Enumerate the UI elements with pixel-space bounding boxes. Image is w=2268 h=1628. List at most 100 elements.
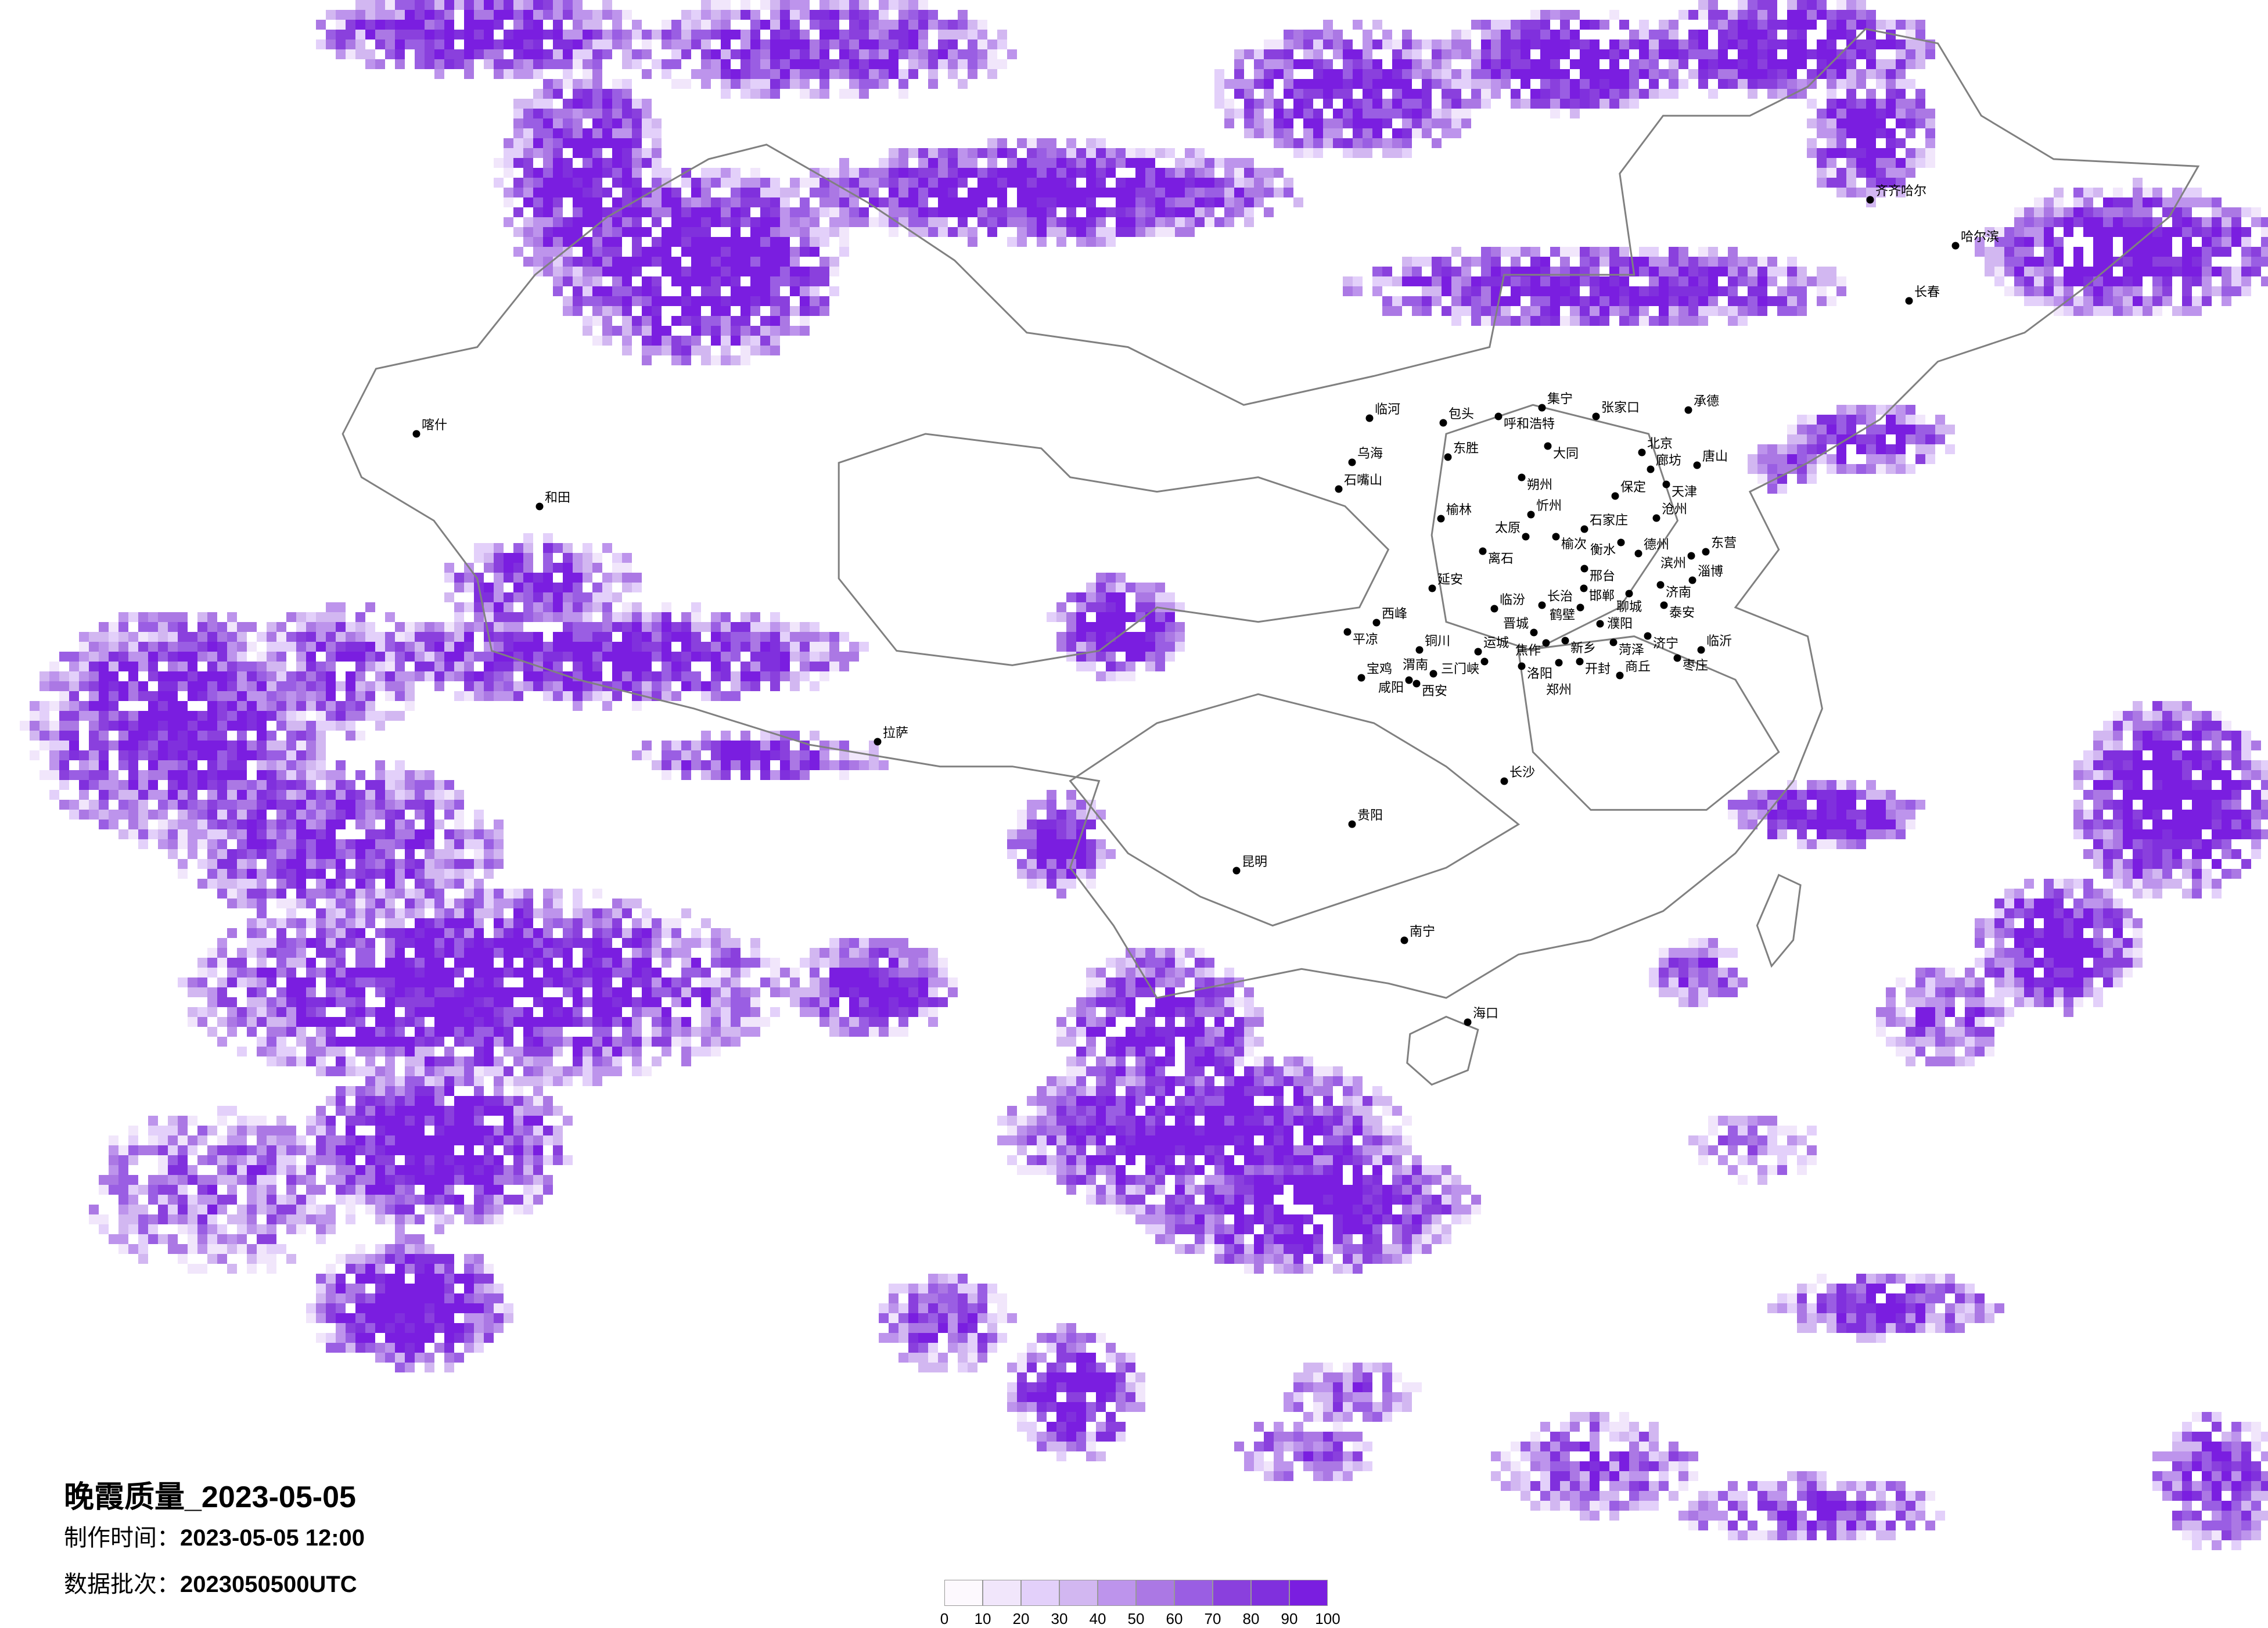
city-dot bbox=[1698, 646, 1705, 654]
city-dot bbox=[1610, 639, 1618, 646]
city-label: 忻州 bbox=[1536, 499, 1562, 513]
city-label: 邢台 bbox=[1590, 569, 1615, 584]
city-marker: 临沂 bbox=[1698, 634, 1733, 654]
city-dot bbox=[1657, 581, 1665, 589]
city-dot bbox=[1685, 407, 1692, 414]
city-label: 贵阳 bbox=[1357, 808, 1383, 823]
city-dot bbox=[1660, 602, 1668, 609]
city-label: 唐山 bbox=[1702, 450, 1728, 464]
city-label: 北京 bbox=[1647, 437, 1673, 451]
city-label: 承德 bbox=[1694, 394, 1719, 409]
city-marker: 乌海 bbox=[1349, 447, 1383, 466]
city-marker: 朔州 bbox=[1518, 474, 1553, 493]
city-dot bbox=[1479, 548, 1487, 555]
city-label: 衡水 bbox=[1590, 543, 1616, 558]
city-marker: 唐山 bbox=[1694, 450, 1728, 469]
legend-tick-label: 30 bbox=[1051, 1610, 1068, 1628]
city-dot bbox=[1663, 481, 1670, 488]
city-dot bbox=[1464, 1019, 1472, 1026]
city-dot bbox=[1406, 677, 1413, 684]
city-dot bbox=[1539, 602, 1546, 609]
city-dot bbox=[1437, 515, 1445, 523]
city-marker: 包头 bbox=[1440, 407, 1475, 427]
city-dot bbox=[1495, 413, 1503, 421]
city-dot bbox=[1702, 548, 1710, 556]
region-boundary bbox=[1757, 875, 1800, 966]
city-label: 张家口 bbox=[1601, 401, 1640, 415]
region-boundary bbox=[1070, 694, 1519, 925]
city-dot bbox=[1612, 493, 1619, 500]
city-label: 聊城 bbox=[1616, 600, 1642, 614]
city-marker: 长治 bbox=[1539, 590, 1573, 609]
city-dot bbox=[1616, 672, 1624, 680]
city-label: 枣庄 bbox=[1683, 659, 1708, 673]
legend-tick-label: 40 bbox=[1090, 1610, 1106, 1628]
city-marker: 石嘴山 bbox=[1335, 473, 1383, 493]
city-label: 濮阳 bbox=[1607, 617, 1633, 631]
city-dot bbox=[1674, 655, 1681, 662]
city-dot bbox=[1440, 419, 1447, 427]
city-marker: 邯郸 bbox=[1580, 585, 1615, 604]
city-label: 沧州 bbox=[1662, 502, 1687, 517]
city-label: 海口 bbox=[1473, 1007, 1498, 1021]
city-label: 临河 bbox=[1375, 402, 1400, 417]
city-label: 焦作 bbox=[1515, 644, 1541, 658]
city-dot bbox=[1635, 550, 1642, 558]
data-batch-label: 数据批次： bbox=[64, 1571, 180, 1598]
city-dot bbox=[1906, 297, 1913, 305]
city-marker: 运城 bbox=[1475, 636, 1509, 656]
legend-tick-label: 70 bbox=[1205, 1610, 1221, 1628]
city-marker: 焦作 bbox=[1515, 639, 1550, 659]
city-marker: 聊城 bbox=[1616, 590, 1642, 615]
city-label: 西安 bbox=[1422, 684, 1447, 699]
city-marker: 邢台 bbox=[1581, 565, 1616, 584]
city-dot bbox=[1689, 577, 1696, 584]
legend-tick-label: 80 bbox=[1243, 1610, 1260, 1628]
city-dot bbox=[1647, 466, 1655, 473]
city-dot bbox=[1413, 680, 1421, 688]
city-marker: 临汾 bbox=[1491, 593, 1526, 613]
city-label: 铜川 bbox=[1425, 634, 1450, 649]
city-dot bbox=[1491, 605, 1498, 613]
legend-swatch bbox=[1059, 1580, 1098, 1606]
legend-swatch bbox=[1098, 1580, 1136, 1606]
legend-swatch bbox=[983, 1580, 1021, 1606]
city-label: 咸阳 bbox=[1378, 681, 1404, 695]
legend-tick-label: 90 bbox=[1281, 1610, 1298, 1628]
city-dot bbox=[1544, 443, 1552, 450]
legend-swatch bbox=[944, 1580, 983, 1606]
city-dot bbox=[1618, 539, 1625, 547]
city-label: 开封 bbox=[1585, 662, 1611, 677]
city-marker: 喀什 bbox=[413, 418, 448, 438]
city-label: 洛阳 bbox=[1527, 667, 1552, 681]
city-dot bbox=[1581, 526, 1588, 533]
city-dot bbox=[1580, 585, 1588, 592]
city-label: 天津 bbox=[1672, 485, 1697, 499]
city-marker: 长春 bbox=[1906, 285, 1940, 305]
city-label: 东胜 bbox=[1453, 441, 1479, 456]
city-label: 朔州 bbox=[1527, 478, 1552, 493]
city-label: 哈尔滨 bbox=[1961, 230, 1999, 245]
city-label: 昆明 bbox=[1242, 855, 1267, 869]
legend-swatch bbox=[1174, 1580, 1213, 1606]
city-dot bbox=[1481, 658, 1489, 666]
city-dot bbox=[1555, 659, 1563, 667]
city-dot bbox=[1694, 462, 1701, 469]
city-dot bbox=[1416, 646, 1424, 654]
city-label: 廊坊 bbox=[1656, 454, 1681, 468]
city-marker: 淄博 bbox=[1689, 565, 1724, 584]
city-dot bbox=[1349, 821, 1356, 828]
city-label: 呼和浩特 bbox=[1504, 417, 1555, 432]
legend-swatch bbox=[1136, 1580, 1174, 1606]
city-label: 济南 bbox=[1666, 585, 1691, 600]
data-batch-value: 2023050500UTC bbox=[180, 1572, 357, 1597]
city-label: 榆林 bbox=[1446, 503, 1472, 517]
legend-tick-label: 50 bbox=[1128, 1610, 1145, 1628]
city-marker: 西安 bbox=[1413, 680, 1448, 699]
city-marker: 商丘 bbox=[1616, 660, 1651, 680]
city-marker: 泰安 bbox=[1660, 602, 1695, 621]
city-marker: 西峰 bbox=[1373, 607, 1408, 627]
city-marker: 沧州 bbox=[1653, 502, 1688, 522]
city-dot bbox=[1867, 196, 1874, 204]
legend-swatch bbox=[1289, 1580, 1328, 1606]
